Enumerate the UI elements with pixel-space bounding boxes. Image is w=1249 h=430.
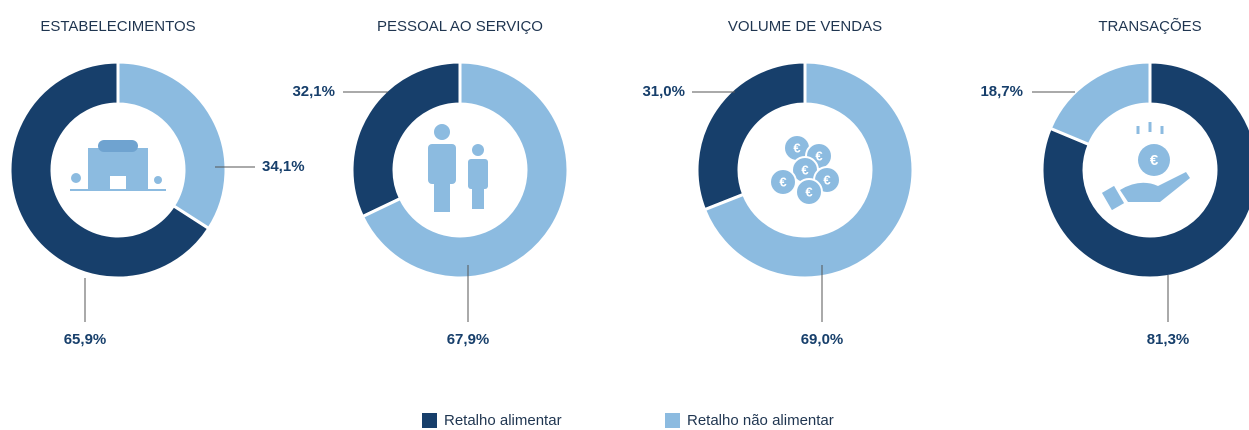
icon: €€€€ €€ [769, 134, 841, 206]
donut-slice [350, 60, 462, 219]
chart-title: ESTABELECIMENTOS [40, 18, 195, 35]
donut-slice [702, 60, 915, 280]
donut-slice [360, 60, 570, 280]
chart-title: VOLUME DE VENDAS [728, 18, 882, 35]
value-label: 81,3% [1147, 331, 1190, 348]
svg-text:€: € [815, 148, 822, 163]
svg-text:€: € [1150, 152, 1159, 169]
value-label: 34,1% [262, 158, 305, 175]
donut-slice [8, 60, 211, 280]
value-label: 32,1% [292, 83, 335, 100]
donut-slice [116, 60, 228, 231]
chart-title: PESSOAL AO SERVIÇO [377, 18, 543, 35]
legend-swatch [422, 413, 437, 428]
svg-text:€: € [801, 162, 808, 177]
icon [428, 124, 488, 212]
svg-text:€: € [779, 174, 786, 189]
chart-title: TRANSAÇÕES [1098, 18, 1201, 35]
svg-text:€: € [823, 172, 830, 187]
svg-text:€: € [805, 184, 812, 199]
value-label: 31,0% [642, 83, 685, 100]
donut-slice [1040, 60, 1249, 280]
legend-swatch [665, 413, 680, 428]
donut-slice [695, 60, 807, 212]
donut-chart: TRANSAÇÕES 81,3% 18,7% € [980, 18, 1249, 348]
icon: € [1101, 122, 1190, 211]
donut-slice [1048, 60, 1152, 147]
value-label: 67,9% [447, 331, 490, 348]
value-label: 69,0% [801, 331, 844, 348]
donut-chart: ESTABELECIMENTOS 65,9% 34,1% [8, 18, 305, 348]
value-label: 18,7% [980, 83, 1023, 100]
icon [70, 140, 166, 191]
value-label: 65,9% [64, 331, 107, 348]
svg-text:€: € [793, 140, 800, 155]
donut-chart: PESSOAL AO SERVIÇO 32,1% 67,9% [292, 18, 570, 348]
legend-label: Retalho alimentar [444, 412, 562, 429]
legend-label: Retalho não alimentar [687, 412, 834, 429]
